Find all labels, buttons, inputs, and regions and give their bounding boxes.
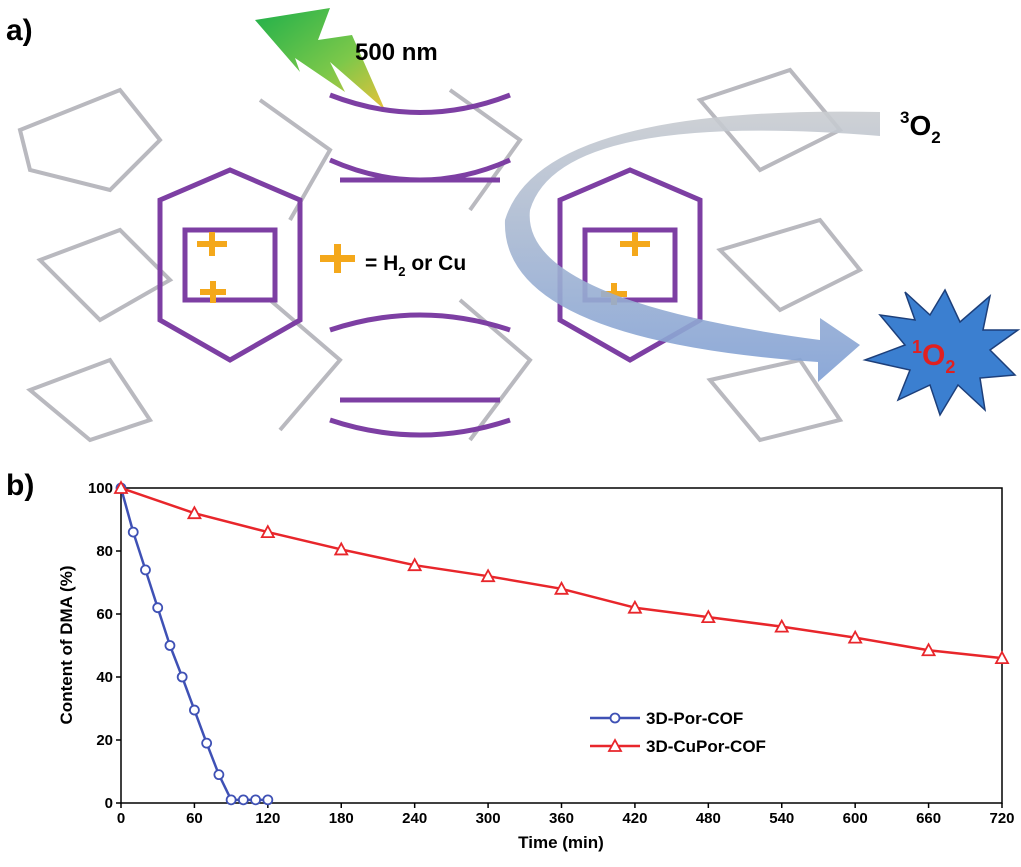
y-tick-label: 80: [96, 543, 113, 560]
y-tick-label: 40: [96, 669, 113, 686]
y-tick-label: 20: [96, 732, 113, 749]
count: 2: [945, 357, 955, 377]
panel-a: a) 500 nm = H2 or Cu 3O2 1O2: [6, 8, 1021, 443]
y-tick-label: 60: [96, 606, 113, 623]
data-point: [333, 541, 349, 556]
data-point: [700, 609, 716, 624]
y-tick-label: 100: [88, 480, 113, 497]
data-point: [921, 642, 937, 657]
x-tick-label: 120: [255, 810, 280, 827]
y-axis-title: Content of DMA (%): [57, 566, 76, 725]
x-tick-label: 240: [402, 810, 427, 827]
count: 2: [931, 128, 940, 147]
data-point: [176, 671, 188, 683]
data-point: [407, 557, 423, 572]
singlet-star: [862, 288, 1021, 417]
data-point: [262, 794, 274, 806]
data-point: [164, 640, 176, 651]
x-axis-title: Time (min): [518, 833, 604, 852]
x-tick-label: 300: [476, 810, 501, 827]
x-tick-label: 420: [622, 810, 647, 827]
data-point: [213, 769, 225, 781]
light-bolt: [255, 8, 385, 110]
x-tick-label: 720: [989, 810, 1014, 827]
data-point: [480, 568, 496, 583]
data-point: [186, 505, 202, 520]
metal-key-count: 2: [398, 264, 405, 279]
metal-center: [197, 232, 650, 305]
data-point: [627, 599, 643, 614]
data-point: [127, 526, 139, 538]
symbol: O: [909, 110, 931, 141]
data-point: [140, 564, 151, 576]
plot-frame: [120, 487, 1003, 804]
data-point: [237, 794, 249, 806]
data-point: [113, 480, 129, 494]
mass: 1: [912, 337, 922, 357]
legend-marker: [609, 712, 621, 724]
data-point: [189, 704, 200, 716]
x-tick-label: 660: [916, 810, 941, 827]
x-tick-label: 480: [696, 810, 721, 827]
panel-label: b): [6, 469, 34, 502]
data-point: [250, 794, 261, 806]
legend-marker: [607, 738, 623, 752]
x-tick-label: 600: [843, 810, 868, 827]
y-tick-label: 0: [105, 795, 113, 812]
x-tick-label: 540: [769, 810, 794, 827]
data-point: [994, 650, 1010, 664]
legend-label: 3D-CuPor-COF: [646, 737, 766, 756]
symbol: O: [922, 339, 945, 372]
metal-key-end: or Cu: [406, 252, 467, 275]
data-point: [847, 629, 863, 644]
panel-label: a): [6, 14, 33, 47]
singlet-oxygen: 1O2: [912, 337, 955, 377]
data-point: [774, 618, 790, 633]
data-point: [152, 602, 164, 614]
data-point: [201, 737, 213, 749]
series-line: [119, 487, 268, 802]
mass: 3: [900, 108, 909, 127]
data-point: [260, 524, 276, 538]
light-label: 500 nm: [355, 39, 438, 66]
legend-label: 3D-Por-COF: [646, 709, 743, 728]
porphyrin: [157, 92, 703, 438]
triplet-oxygen: 3O2: [900, 108, 941, 147]
x-tick-label: 0: [117, 810, 125, 827]
x-tick-label: 360: [549, 810, 574, 827]
data-point: [225, 794, 237, 806]
data-point: [553, 580, 570, 595]
x-tick-label: 60: [186, 810, 203, 827]
x-tick-label: 180: [329, 810, 354, 827]
conversion-arrow: [504, 111, 880, 382]
metal-key-start: = H: [365, 252, 398, 275]
metal-key: = H2 or Cu: [365, 252, 466, 279]
series-line: [120, 486, 1003, 660]
